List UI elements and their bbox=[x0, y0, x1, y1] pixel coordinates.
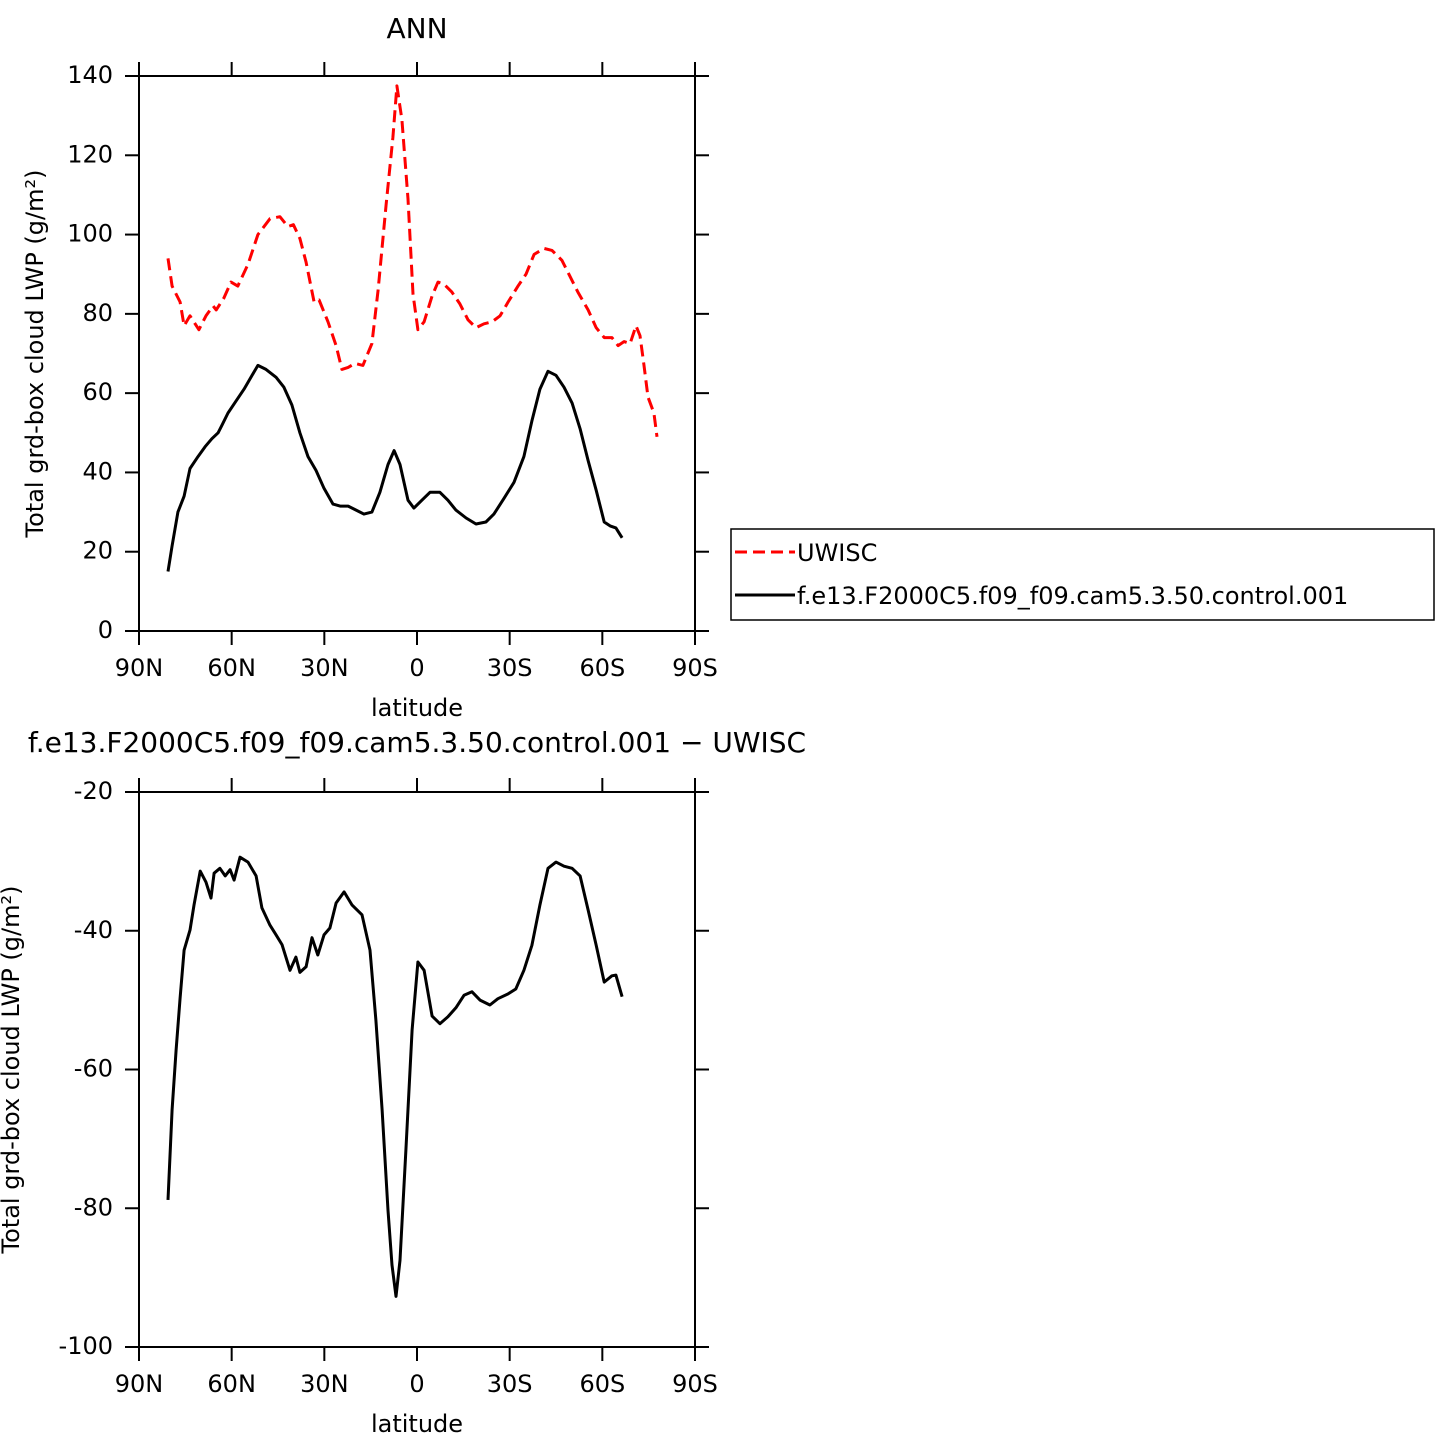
y-axis-label: Total grd-box cloud LWP (g/m²) bbox=[21, 170, 49, 539]
y-tick-label: 0 bbox=[98, 616, 113, 644]
y-tick-label: 60 bbox=[82, 378, 113, 406]
x-tick-label: 90S bbox=[672, 1370, 718, 1398]
x-tick-label: 0 bbox=[409, 654, 424, 682]
y-tick-label: 140 bbox=[67, 61, 113, 89]
x-tick-label: 60S bbox=[579, 1370, 625, 1398]
x-tick-label: 90N bbox=[115, 1370, 164, 1398]
x-tick-label: 30S bbox=[487, 1370, 533, 1398]
x-axis-label: latitude bbox=[371, 694, 463, 722]
plot-frame bbox=[138, 791, 696, 1348]
plot-frame bbox=[138, 75, 696, 632]
chart-title: f.e13.F2000C5.f09_f09.cam5.3.50.control.… bbox=[28, 726, 806, 759]
y-tick-label: 40 bbox=[82, 457, 113, 485]
x-tick-label: 60N bbox=[207, 1370, 256, 1398]
x-tick-label: 60N bbox=[207, 654, 256, 682]
y-tick-label: -40 bbox=[74, 916, 113, 944]
x-tick-label: 90S bbox=[672, 654, 718, 682]
y-tick-label: -100 bbox=[59, 1332, 113, 1360]
x-tick-label: 30N bbox=[300, 1370, 349, 1398]
data-line bbox=[166, 363, 624, 572]
x-tick-label: 30N bbox=[300, 654, 349, 682]
x-axis-label: latitude bbox=[371, 1410, 463, 1438]
legend: UWISC f.e13.F2000C5.f09_f09.cam5.3.50.con… bbox=[730, 528, 1435, 621]
x-tick-label: 30S bbox=[487, 654, 533, 682]
y-tick-label: -80 bbox=[74, 1193, 113, 1221]
legend-label: UWISC bbox=[797, 539, 877, 567]
y-tick-label: -60 bbox=[74, 1055, 113, 1083]
data-line bbox=[166, 84, 659, 437]
y-tick-label: 80 bbox=[82, 299, 113, 327]
chart-title: ANN bbox=[386, 12, 447, 45]
legend-box bbox=[730, 528, 1435, 621]
y-tick-label: -20 bbox=[74, 777, 113, 805]
y-tick-label: 120 bbox=[67, 140, 113, 168]
data-line bbox=[166, 855, 624, 1298]
x-tick-label: 90N bbox=[115, 654, 164, 682]
x-tick-label: 0 bbox=[409, 1370, 424, 1398]
y-axis-label: Total grd-box cloud LWP (g/m²) bbox=[0, 886, 25, 1255]
x-tick-label: 60S bbox=[579, 654, 625, 682]
legend-label: f.e13.F2000C5.f09_f09.cam5.3.50.control.… bbox=[797, 582, 1348, 610]
y-tick-label: 20 bbox=[82, 537, 113, 565]
y-tick-label: 100 bbox=[67, 220, 113, 248]
